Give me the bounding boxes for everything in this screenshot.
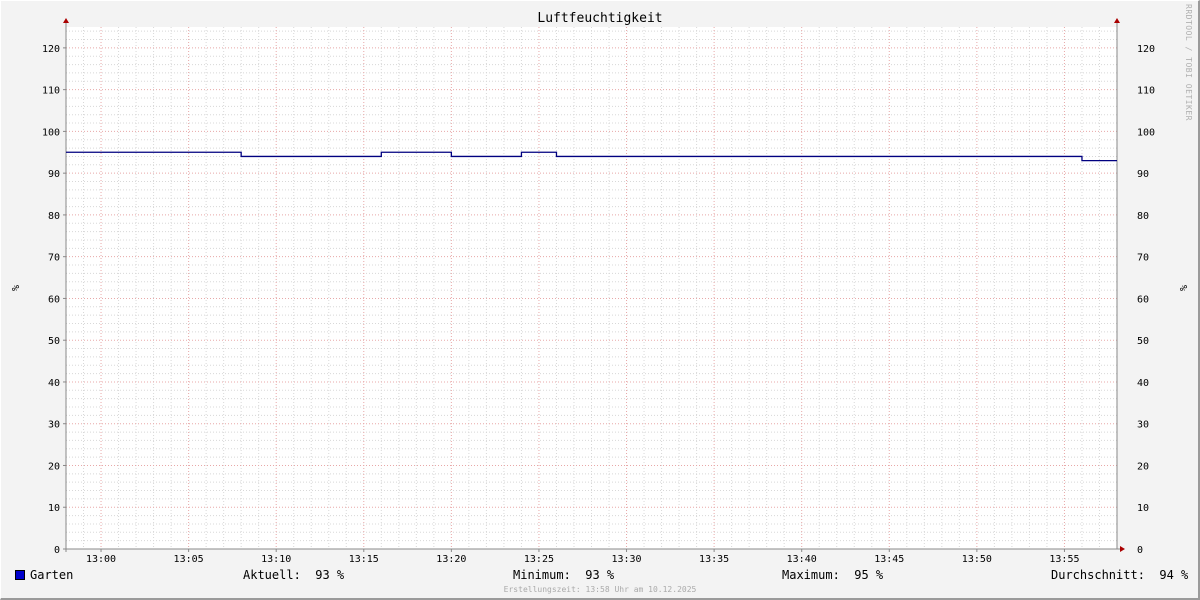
y-tick-label-right: 10 — [1137, 503, 1149, 514]
x-tick-label: 13:20 — [436, 554, 466, 565]
y-tick-label-right: 30 — [1137, 420, 1149, 431]
x-tick-label: 13:50 — [962, 554, 992, 565]
legend-swatch-garten — [15, 570, 25, 580]
chart-title: Luftfeuchtigkeit — [537, 11, 663, 26]
y-tick-label-left: 40 — [48, 378, 60, 389]
y-tick-label-left: 80 — [48, 211, 60, 222]
y-tick-label-left: 60 — [48, 294, 60, 305]
y-tick-label-right: 20 — [1137, 461, 1149, 472]
x-tick-label: 13:05 — [174, 554, 204, 565]
x-tick-label: 13:10 — [261, 554, 291, 565]
x-tick-label: 13:45 — [874, 554, 904, 565]
legend-maximum: Maximum: 95 % — [782, 568, 884, 582]
y-tick-label-left: 100 — [42, 127, 60, 138]
x-tick-label: 13:25 — [524, 554, 554, 565]
y-tick-label-left: 50 — [48, 336, 60, 347]
y-tick-label-left: 0 — [54, 545, 60, 556]
y-tick-label-left: 120 — [42, 44, 60, 55]
y-tick-label-right: 50 — [1137, 336, 1149, 347]
x-tick-label: 13:55 — [1049, 554, 1079, 565]
watermark: RRDTOOL / TOBI OETIKER — [1184, 4, 1193, 121]
y-tick-label-right: 60 — [1137, 294, 1149, 305]
x-tick-label: 13:15 — [349, 554, 379, 565]
y-axis-arrow-right-icon — [1114, 18, 1120, 23]
y-tick-label-right: 0 — [1137, 545, 1143, 556]
y-axis-label-left: % — [9, 285, 20, 291]
y-tick-label-right: 70 — [1137, 253, 1149, 264]
y-tick-label-left: 70 — [48, 253, 60, 264]
y-tick-label-right: 40 — [1137, 378, 1149, 389]
series-line-garten — [66, 151, 1117, 162]
y-tick-label-right: 100 — [1137, 127, 1155, 138]
legend-current: Aktuell: 93 % — [243, 568, 345, 582]
y-axis-label-right: % — [1177, 285, 1188, 291]
y-tick-label-left: 20 — [48, 461, 60, 472]
legend-average: Durchschnitt: 94 % — [1051, 568, 1189, 582]
x-tick-label: 13:40 — [787, 554, 817, 565]
x-tick-label: 13:30 — [611, 554, 641, 565]
y-tick-label-left: 30 — [48, 420, 60, 431]
x-axis-arrow-icon — [1120, 546, 1125, 552]
y-axis-arrow-left-icon — [63, 18, 69, 23]
y-tick-label-right: 120 — [1137, 44, 1155, 55]
y-tick-label-left: 10 — [48, 503, 60, 514]
y-tick-label-right: 90 — [1137, 169, 1149, 180]
y-tick-label-left: 90 — [48, 169, 60, 180]
x-tick-label: 13:35 — [699, 554, 729, 565]
footer-timestamp: Erstellungszeit: 13:58 Uhr am 10.12.2025 — [503, 585, 697, 594]
legend-minimum: Minimum: 93 % — [513, 568, 615, 582]
y-tick-label-right: 80 — [1137, 211, 1149, 222]
y-tick-label-right: 110 — [1137, 86, 1155, 97]
y-tick-label-left: 110 — [42, 86, 60, 97]
legend-series-name: Garten — [30, 568, 74, 582]
x-tick-label: 13:00 — [86, 554, 116, 565]
